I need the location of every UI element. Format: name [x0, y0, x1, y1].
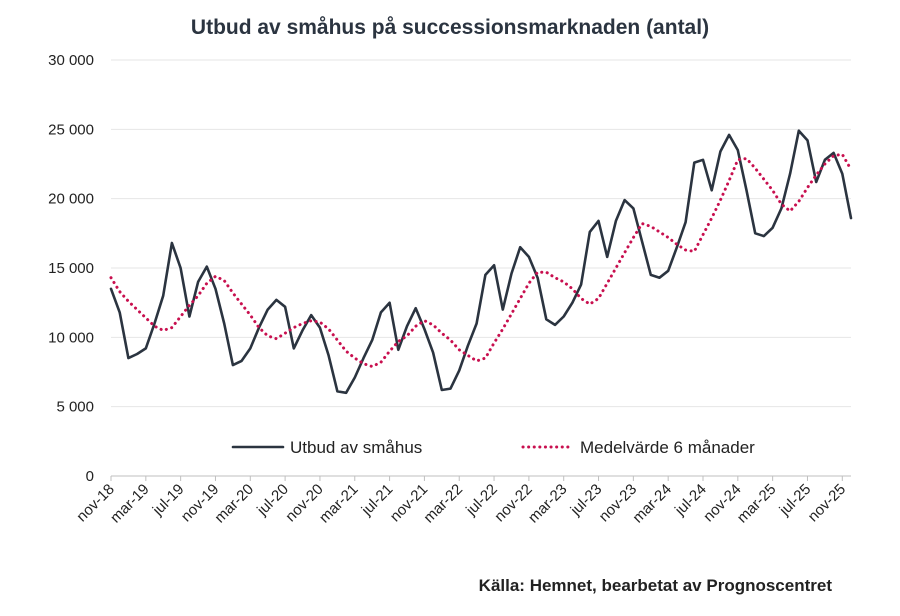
x-tick-label: mar-23 — [525, 481, 571, 527]
chart-title: Utbud av småhus på successionsmarknaden … — [190, 16, 710, 39]
source-note: Källa: Hemnet, bearbetat av Prognoscentr… — [478, 576, 832, 595]
y-tick-label: 30 000 — [48, 52, 94, 69]
x-tick-label: mar-25 — [734, 481, 780, 527]
y-tick-label: 10 000 — [48, 329, 94, 346]
series-line-utbud — [109, 129, 853, 395]
x-tick-label: mar-24 — [629, 481, 675, 527]
series-lines — [109, 129, 853, 395]
x-tick-label: nov-25 — [805, 481, 849, 525]
x-tick-label: mar-20 — [212, 481, 258, 527]
y-axis: 0 5 000 10 000 15 000 20 000 25 000 30 000 — [48, 52, 94, 485]
x-axis: nov-18mar-19jul-19nov-19mar-20jul-20nov-… — [73, 475, 851, 527]
x-tick-label: mar-22 — [420, 481, 466, 527]
gridlines — [111, 59, 851, 408]
y-tick-label: 0 — [86, 468, 94, 485]
y-tick-label: 25 000 — [48, 121, 94, 138]
series-line-medelvarde — [109, 152, 853, 368]
legend: Utbud av småhus Medelvärde 6 månader — [231, 438, 755, 457]
y-tick-label: 15 000 — [48, 260, 94, 277]
y-tick-label: 5 000 — [56, 399, 94, 416]
y-tick-label: 20 000 — [48, 191, 94, 208]
x-tick-label: mar-19 — [107, 481, 153, 527]
legend-item-medelvarde: Medelvärde 6 månader — [580, 438, 755, 457]
x-tick-label: mar-21 — [316, 481, 362, 527]
legend-item-utbud: Utbud av småhus — [290, 438, 422, 457]
